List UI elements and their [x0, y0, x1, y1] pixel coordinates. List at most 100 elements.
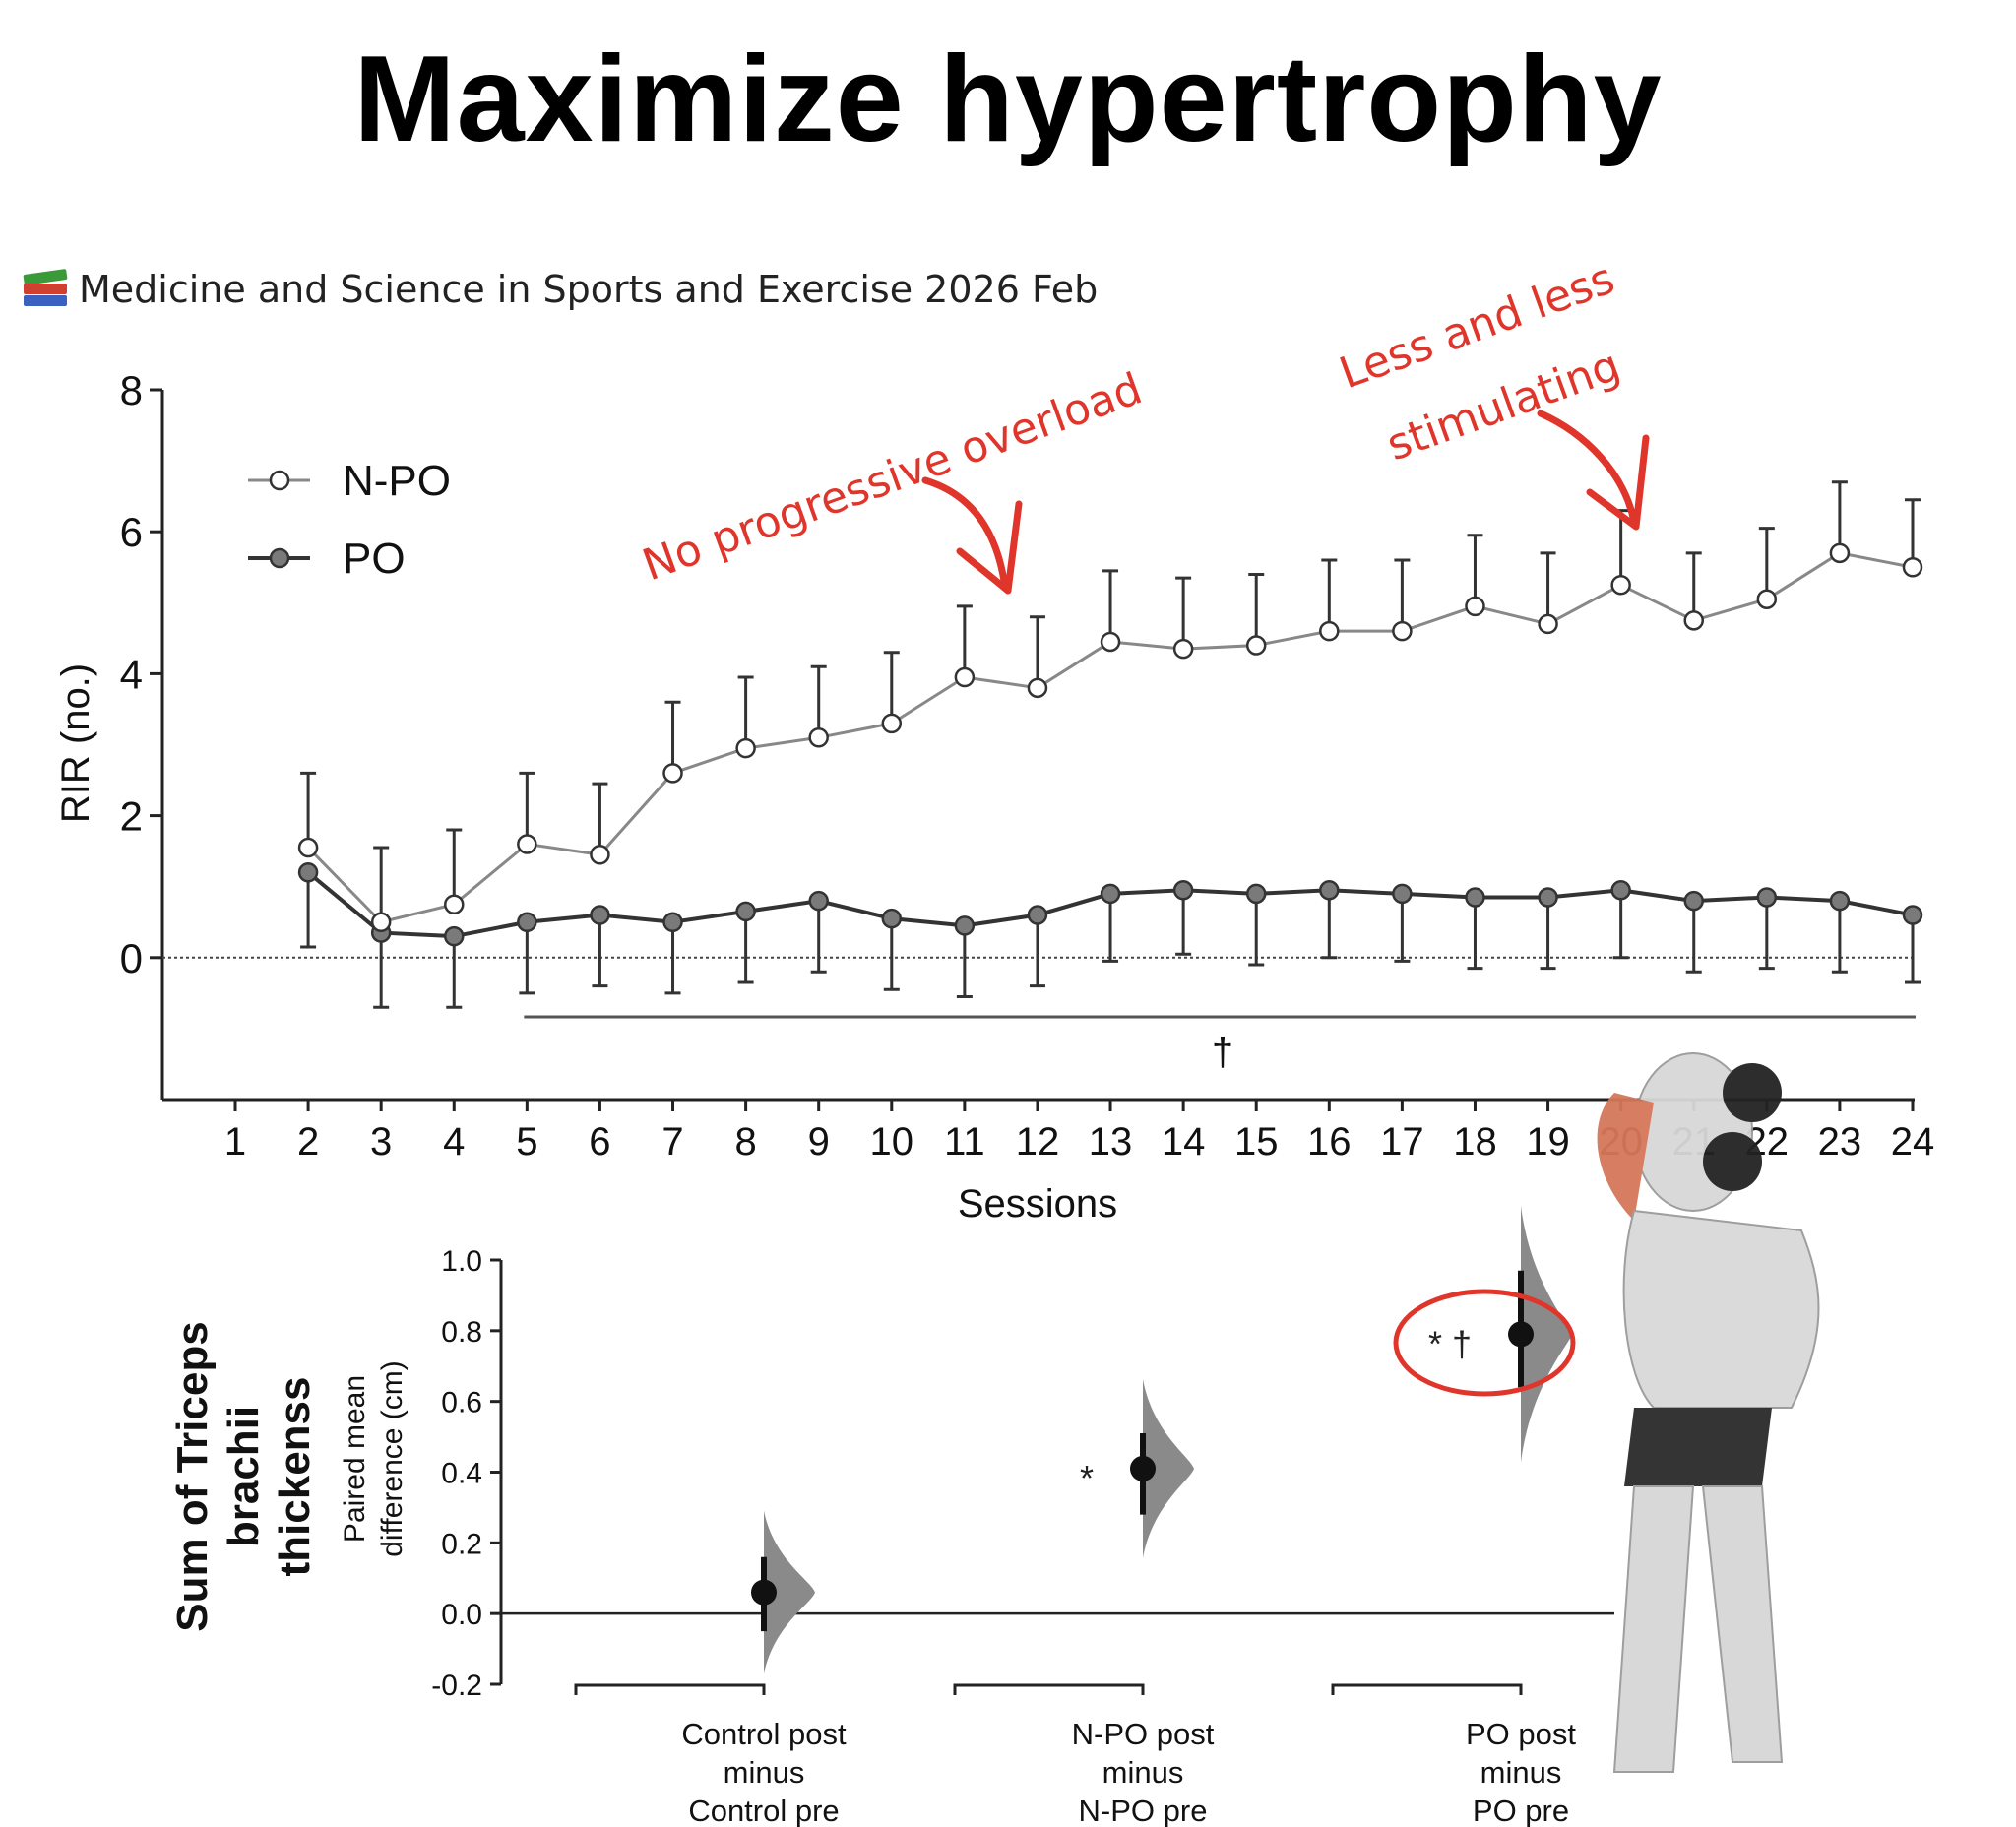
- group-bracket: [953, 1683, 1145, 1695]
- npo-point: [1172, 638, 1194, 660]
- y-tick-label: 2: [120, 793, 143, 840]
- significance-mark: * †: [1428, 1323, 1472, 1363]
- citation: Medicine and Science in Sports and Exerc…: [23, 268, 1098, 311]
- x-tick-label: 19: [1526, 1120, 1570, 1164]
- npo-point: [1829, 542, 1851, 564]
- chart2-title-line: thickenss: [271, 1377, 319, 1577]
- x-tick-label: 12: [1016, 1120, 1060, 1164]
- npo-point: [662, 763, 683, 784]
- annotation-arrow-1: [921, 476, 1008, 585]
- npo-point: [370, 912, 392, 932]
- npo-point: [881, 713, 903, 734]
- y-tick-label: 8: [120, 367, 143, 413]
- y-tick-label: 6: [120, 509, 143, 555]
- npo-point: [1610, 575, 1631, 596]
- significance-mark: *: [1080, 1458, 1094, 1498]
- po-point: [954, 915, 976, 936]
- x-tick-label: 13: [1089, 1120, 1133, 1164]
- figure-dumbbell-plate: [1703, 1132, 1762, 1191]
- po-point: [1245, 883, 1267, 905]
- legend-po-label: PO: [343, 535, 406, 583]
- category-label-line: N-PO pre: [1079, 1794, 1208, 1827]
- y-tick-label-2: 1.0: [441, 1245, 482, 1278]
- figure-torso: [1622, 1209, 1820, 1409]
- annotation-arrowhead-2: [1586, 434, 1650, 531]
- y-tick-label-2: 0.2: [441, 1528, 482, 1560]
- legend: N-PO PO: [248, 457, 451, 583]
- po-point: [517, 912, 537, 932]
- legend-npo-label: N-PO: [343, 457, 451, 505]
- x-tick-label: 3: [370, 1120, 392, 1164]
- x-tick-label: 14: [1162, 1120, 1206, 1164]
- category-label-line: Control pre: [688, 1794, 839, 1827]
- po-point: [1319, 880, 1340, 901]
- bootstrap-distribution: [1521, 1206, 1572, 1463]
- po-point: [881, 908, 903, 929]
- npo-point: [517, 834, 537, 854]
- x-tick-label: 17: [1380, 1120, 1424, 1164]
- po-point: [1465, 887, 1485, 908]
- npo-point: [1538, 613, 1558, 635]
- x-tick-label: 7: [662, 1120, 683, 1164]
- po-point: [1538, 887, 1558, 908]
- po-point: [1829, 890, 1851, 912]
- figure-shorts: [1624, 1408, 1772, 1486]
- legend-po-marker: [269, 547, 290, 569]
- x-tick-label: 4: [443, 1120, 465, 1164]
- x-axis-label: Sessions: [958, 1182, 1117, 1226]
- npo-point: [1756, 589, 1778, 609]
- significance-dagger: †: [1212, 1031, 1233, 1074]
- x-tick-label: 15: [1234, 1120, 1279, 1164]
- npo-point: [590, 845, 610, 865]
- group-bracket: [1331, 1683, 1523, 1695]
- npo-point: [297, 837, 319, 858]
- po-point: [1100, 883, 1121, 905]
- chart2-ylabel-line: difference (cm): [376, 1360, 409, 1557]
- x-tick-label: 9: [808, 1120, 830, 1164]
- po-point: [1902, 905, 1923, 925]
- page-title: Maximize hypertrophy: [353, 32, 1663, 167]
- npo-point: [735, 737, 756, 759]
- npo-point: [1100, 631, 1121, 653]
- x-tick-label: 8: [734, 1120, 756, 1164]
- y-tick-label-2: -0.2: [431, 1670, 482, 1702]
- x-tick-label: 16: [1307, 1120, 1352, 1164]
- figure-leg: [1701, 1485, 1784, 1763]
- figure-triceps-highlight: [1597, 1093, 1654, 1221]
- po-point: [735, 901, 756, 922]
- mean-difference-point: [1508, 1321, 1534, 1348]
- group-bracket: [574, 1683, 766, 1695]
- po-point: [808, 890, 829, 912]
- bootstrap-distribution: [1143, 1379, 1194, 1558]
- po-point: [1392, 883, 1413, 905]
- bootstrap-distribution: [764, 1510, 815, 1674]
- y-tick-label: 4: [120, 651, 143, 697]
- po-point: [662, 912, 683, 932]
- npo-point: [1902, 557, 1923, 578]
- x-tick-label: 5: [516, 1120, 537, 1164]
- npo-point: [954, 666, 976, 688]
- y-tick-label-2: 0.4: [441, 1458, 482, 1490]
- legend-npo-marker: [269, 470, 290, 491]
- figure-dumbbell-plate: [1723, 1063, 1782, 1122]
- chart2-title-line: Sum of Triceps: [168, 1321, 217, 1631]
- figure-leg: [1612, 1485, 1695, 1773]
- chart2-ylabel-line: Paired mean: [339, 1375, 371, 1543]
- y-tick-label-2: 0.6: [441, 1387, 482, 1419]
- x-tick-label: 11: [944, 1120, 985, 1164]
- chart2-title-line: brachii: [220, 1406, 268, 1547]
- annotation-no-progressive-overload: No progressive overload: [636, 363, 1148, 591]
- category-label-line: PO pre: [1473, 1794, 1569, 1827]
- po-point: [1756, 887, 1778, 908]
- y-tick-label-2: 0.0: [441, 1599, 482, 1631]
- npo-point: [1245, 635, 1267, 656]
- annotation-arrowhead-1: [956, 500, 1023, 595]
- category-label-line: minus: [1102, 1755, 1184, 1790]
- y-tick-label-2: 0.8: [441, 1316, 482, 1349]
- po-point: [1027, 905, 1048, 925]
- po-point: [444, 925, 465, 947]
- po-point: [1683, 890, 1704, 912]
- category-label-line: N-PO post: [1072, 1717, 1215, 1751]
- y-tick-label: 0: [120, 935, 143, 981]
